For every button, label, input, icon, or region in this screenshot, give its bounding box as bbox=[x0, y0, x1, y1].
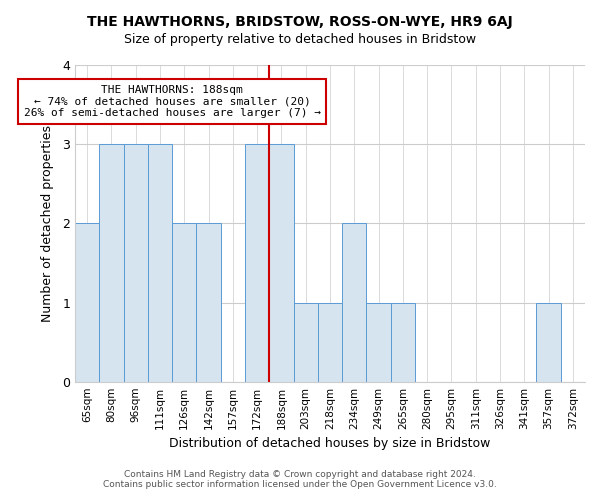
Bar bbox=[124, 144, 148, 382]
Bar bbox=[318, 302, 342, 382]
Text: THE HAWTHORNS, BRIDSTOW, ROSS-ON-WYE, HR9 6AJ: THE HAWTHORNS, BRIDSTOW, ROSS-ON-WYE, HR… bbox=[87, 15, 513, 29]
Y-axis label: Number of detached properties: Number of detached properties bbox=[41, 125, 54, 322]
Text: Contains HM Land Registry data © Crown copyright and database right 2024.
Contai: Contains HM Land Registry data © Crown c… bbox=[103, 470, 497, 489]
Bar bbox=[75, 224, 99, 382]
Bar bbox=[391, 302, 415, 382]
Bar bbox=[99, 144, 124, 382]
Bar bbox=[269, 144, 293, 382]
Bar bbox=[245, 144, 269, 382]
Bar bbox=[172, 224, 196, 382]
Bar bbox=[148, 144, 172, 382]
X-axis label: Distribution of detached houses by size in Bridstow: Distribution of detached houses by size … bbox=[169, 437, 491, 450]
Bar bbox=[536, 302, 561, 382]
Bar bbox=[293, 302, 318, 382]
Bar bbox=[367, 302, 391, 382]
Text: THE HAWTHORNS: 188sqm
← 74% of detached houses are smaller (20)
26% of semi-deta: THE HAWTHORNS: 188sqm ← 74% of detached … bbox=[23, 85, 320, 118]
Bar bbox=[196, 224, 221, 382]
Text: Size of property relative to detached houses in Bridstow: Size of property relative to detached ho… bbox=[124, 32, 476, 46]
Bar bbox=[342, 224, 367, 382]
